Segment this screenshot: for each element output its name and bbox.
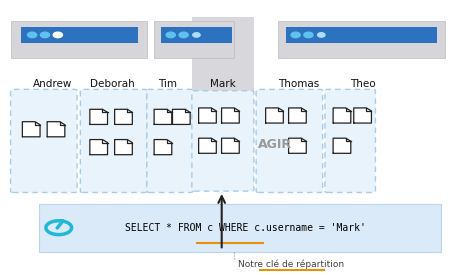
Bar — [11, 21, 147, 58]
Circle shape — [318, 33, 325, 37]
Circle shape — [53, 32, 62, 38]
Polygon shape — [354, 108, 371, 123]
Bar — [154, 21, 234, 58]
Polygon shape — [333, 108, 351, 123]
Bar — [278, 21, 445, 58]
Circle shape — [304, 32, 313, 38]
Polygon shape — [199, 138, 216, 153]
Polygon shape — [154, 109, 172, 124]
Text: AGIR: AGIR — [257, 138, 291, 151]
Text: Tim: Tim — [158, 79, 177, 89]
Text: Deborah: Deborah — [90, 79, 135, 89]
FancyBboxPatch shape — [39, 204, 441, 252]
Text: Notre clé de répartition: Notre clé de répartition — [238, 259, 345, 269]
Polygon shape — [115, 140, 132, 155]
FancyBboxPatch shape — [147, 89, 193, 192]
Bar — [192, 16, 254, 191]
Text: Andrew: Andrew — [33, 79, 73, 89]
Bar — [286, 28, 437, 43]
Circle shape — [166, 32, 175, 38]
Polygon shape — [154, 140, 172, 155]
Polygon shape — [222, 108, 239, 123]
Polygon shape — [115, 109, 132, 124]
FancyBboxPatch shape — [192, 91, 254, 191]
Polygon shape — [333, 138, 351, 153]
Polygon shape — [22, 122, 40, 137]
Bar — [161, 28, 232, 43]
Polygon shape — [289, 108, 306, 123]
FancyBboxPatch shape — [11, 89, 77, 192]
Bar — [21, 28, 138, 43]
Text: Thomas: Thomas — [278, 79, 319, 89]
Polygon shape — [90, 140, 107, 155]
FancyBboxPatch shape — [325, 89, 375, 192]
Text: ⇓: ⇓ — [59, 227, 60, 228]
Text: SELECT * FROM c WHERE c.username = 'Mark': SELECT * FROM c WHERE c.username = 'Mark… — [125, 223, 366, 233]
Polygon shape — [266, 108, 283, 123]
Polygon shape — [173, 109, 190, 124]
Polygon shape — [199, 108, 216, 123]
Text: Theo: Theo — [350, 79, 375, 89]
Circle shape — [291, 32, 300, 38]
Circle shape — [40, 32, 50, 38]
Polygon shape — [90, 109, 107, 124]
Circle shape — [193, 33, 200, 37]
FancyBboxPatch shape — [256, 89, 323, 192]
Circle shape — [179, 32, 188, 38]
Circle shape — [28, 32, 37, 38]
FancyBboxPatch shape — [80, 89, 147, 192]
Text: Mark: Mark — [210, 79, 235, 89]
Polygon shape — [222, 138, 239, 153]
Polygon shape — [289, 138, 306, 153]
Polygon shape — [47, 122, 65, 137]
